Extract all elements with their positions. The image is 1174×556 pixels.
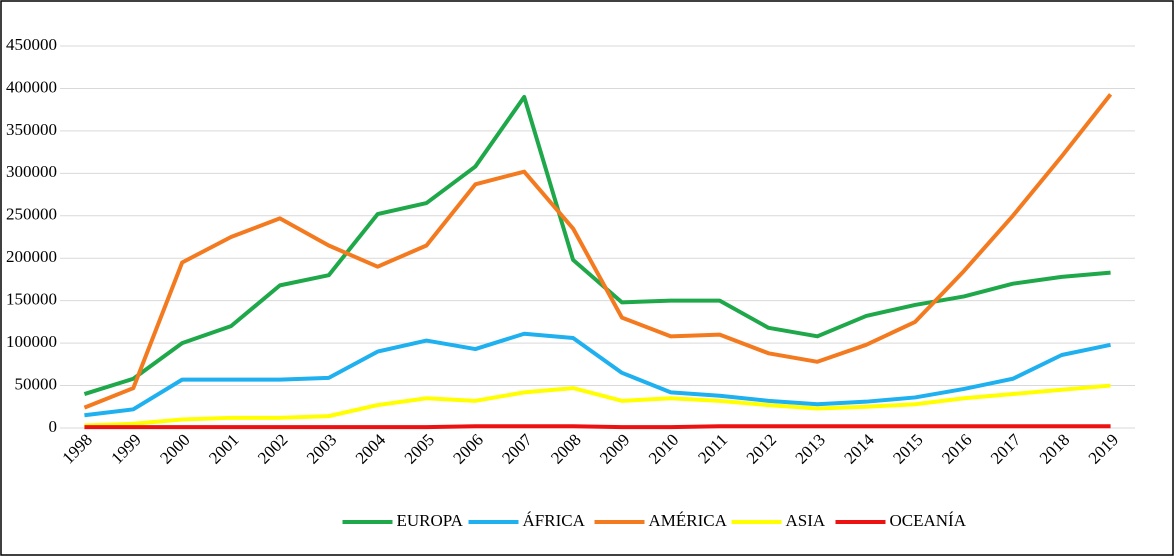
series-line [83, 94, 1111, 396]
y-tick-label: 50000 [15, 374, 58, 393]
series-line [84, 424, 1111, 430]
legend-label: ÁFRICA [523, 511, 586, 530]
series-line [83, 93, 1113, 410]
series-line [84, 383, 1111, 428]
y-tick-label: 200000 [6, 247, 57, 266]
y-tick-label: 350000 [6, 120, 57, 139]
y-tick-label: 0 [49, 417, 58, 436]
series-line [84, 331, 1111, 418]
legend-label: OCEANÍA [890, 511, 967, 530]
legend-label: ASIA [786, 511, 826, 530]
y-tick-label: 100000 [6, 332, 57, 351]
y-tick-label: 400000 [6, 77, 57, 96]
y-tick-label: 450000 [6, 35, 57, 54]
legend-label: AMÉRICA [649, 511, 728, 530]
y-tick-label: 250000 [6, 205, 57, 224]
y-tick-label: 300000 [6, 162, 57, 181]
y-tick-label: 150000 [6, 290, 57, 309]
legend-label: EUROPA [397, 511, 464, 530]
